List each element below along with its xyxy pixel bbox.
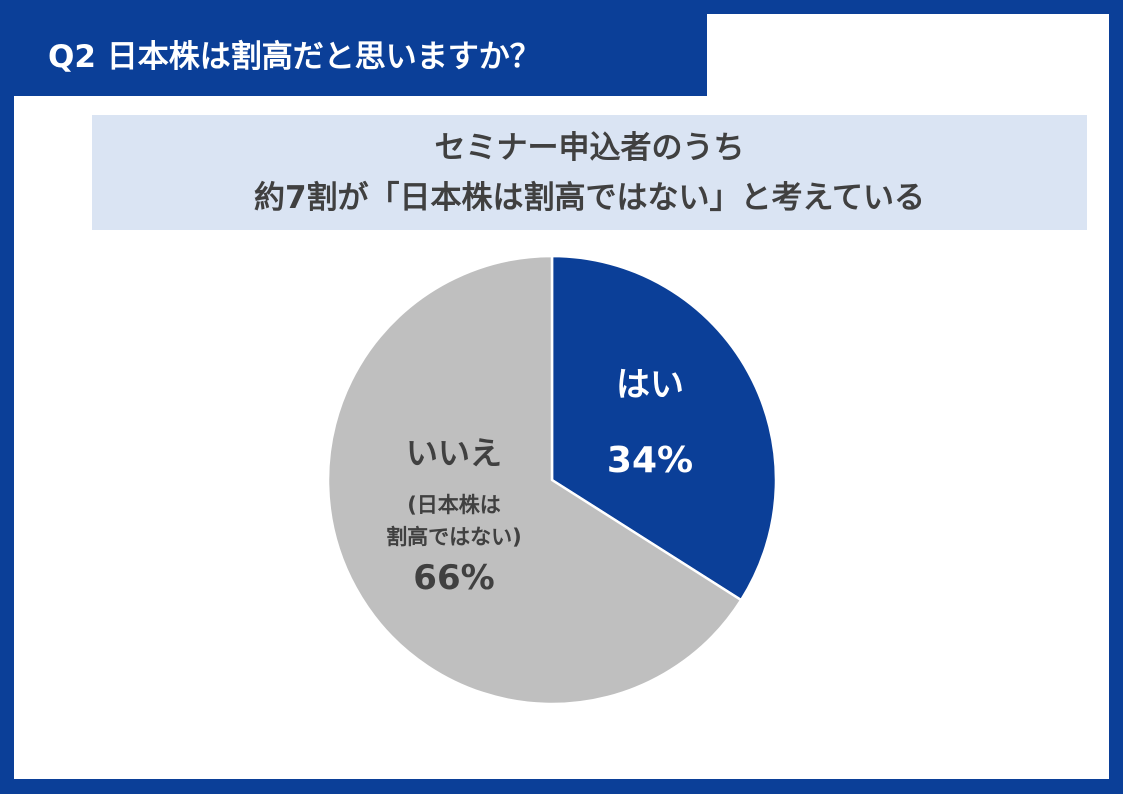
pie-slice-yes — [550, 254, 778, 602]
slice-label-no: いいえ — [406, 434, 502, 472]
slide-frame: Q2 日本株は割高だと思いますか？ セミナー申込者のうち 約7割が「日本株は割高… — [14, 14, 1109, 779]
headline-box: セミナー申込者のうち 約7割が「日本株は割高ではない」と考えている — [92, 115, 1087, 230]
pie-slices — [326, 254, 778, 706]
question-banner: Q2 日本株は割高だと思いますか？ — [14, 14, 707, 96]
slice-value-no: 66% — [413, 558, 494, 598]
headline-line-2: 約7割が「日本株は割高ではない」と考えている — [253, 180, 926, 216]
pie-slice-no — [326, 254, 743, 706]
slice-sublabel-no-line-2: 割高ではない) — [386, 525, 522, 549]
slice-value-yes: 34% — [607, 440, 693, 481]
slice-sublabel-no-line-1: (日本株は — [407, 493, 501, 517]
slice-label-yes: はい — [616, 365, 684, 405]
pie-chart: はい 34% いいえ (日本株は 割高ではない) 66% — [326, 254, 778, 706]
headline-line-1: セミナー申込者のうち — [434, 130, 745, 166]
question-title: Q2 日本株は割高だと思いますか？ — [48, 39, 541, 75]
